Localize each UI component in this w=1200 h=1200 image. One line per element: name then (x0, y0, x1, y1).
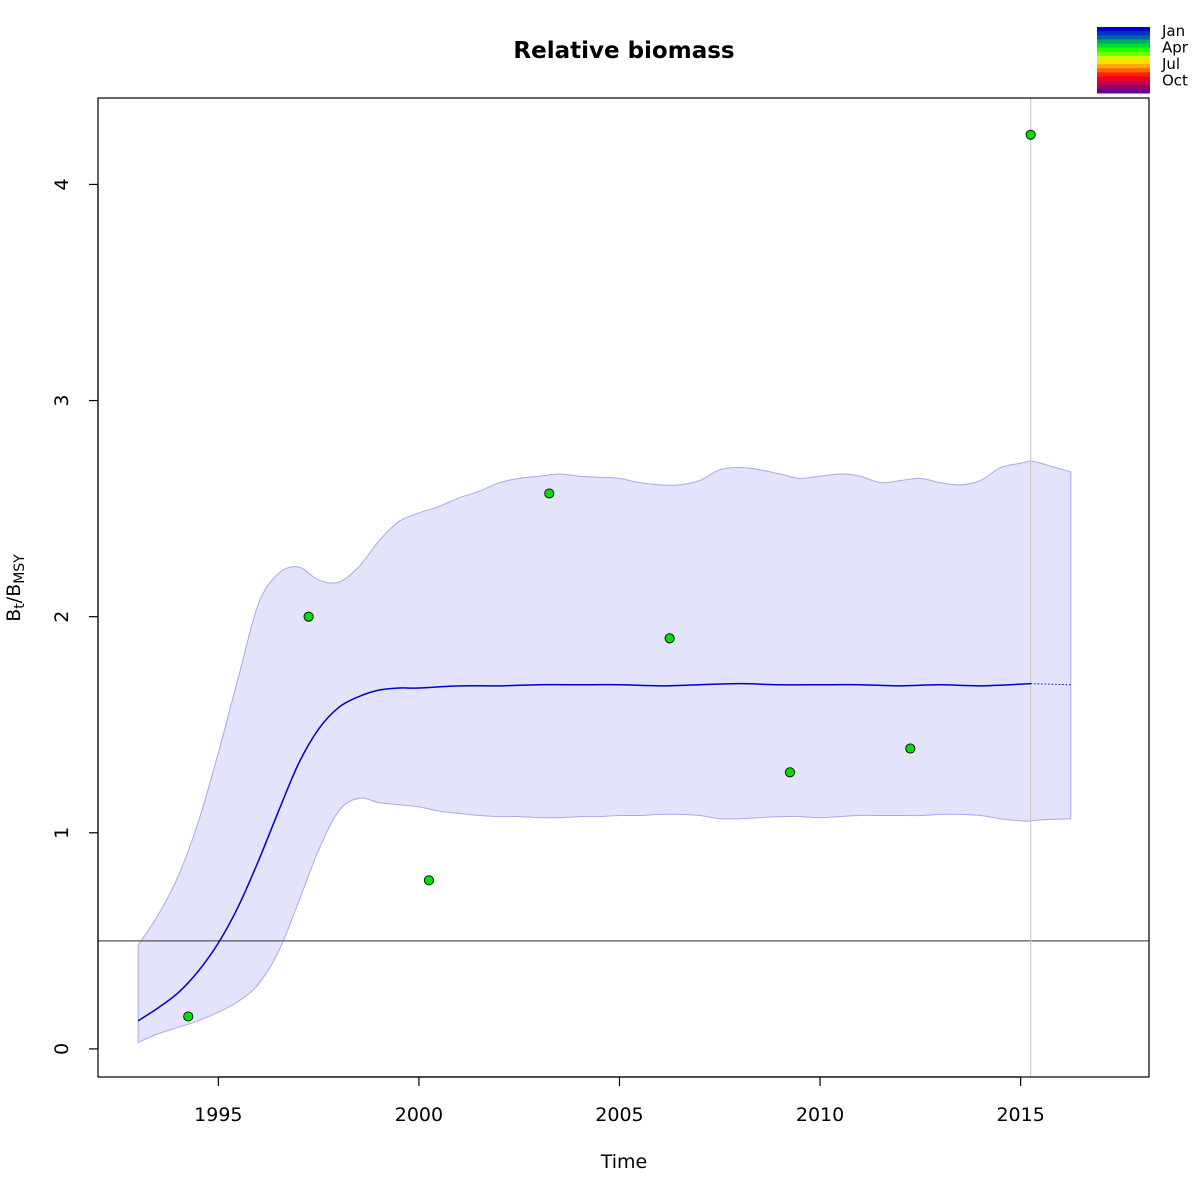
legend-swatch (1097, 47, 1150, 53)
plot-area (98, 98, 1149, 1077)
y-tick-label: 2 (51, 611, 73, 623)
y-label-sub-t: t (12, 603, 28, 609)
legend-swatch (1097, 39, 1150, 44)
x-tick-label: 2000 (395, 1104, 443, 1126)
y-tick-label: 4 (51, 178, 73, 190)
y-tick-label: 1 (51, 827, 73, 839)
observation-points (183, 129, 1036, 1022)
legend-swatch (1097, 27, 1150, 32)
legend-swatch (1097, 72, 1150, 77)
legend-swatch (1097, 88, 1150, 94)
legend-swatch (1097, 35, 1150, 40)
legend-swatch (1097, 43, 1150, 49)
y-tick-label: 0 (51, 1043, 73, 1055)
legend-swatch (1097, 55, 1150, 61)
legend-swatch (1097, 51, 1150, 57)
x-axis: 1995 2000 2005 2010 2015 (194, 1076, 1045, 1126)
legend-label: Jan (1161, 22, 1185, 40)
chart-title: Relative biomass (513, 38, 734, 64)
legend-swatch (1097, 68, 1150, 73)
y-label-main: B (3, 609, 25, 622)
observation-point (423, 875, 434, 886)
legend-swatch (1097, 84, 1150, 90)
legend-label: Jul (1161, 55, 1180, 73)
confidence-band (137, 460, 1072, 1044)
legend-label: Oct (1162, 72, 1188, 90)
observation-point (664, 633, 675, 644)
x-tick-label: 2010 (796, 1104, 844, 1126)
legend-swatch (1097, 60, 1150, 65)
y-tick-label: 3 (51, 395, 73, 407)
estimate-line (137, 682, 1031, 1022)
legend-swatch (1097, 76, 1150, 82)
legend-swatch (1097, 64, 1150, 69)
y-axis-label: Bt/BMSY (3, 554, 28, 622)
y-label-sub-msy: MSY (12, 554, 28, 584)
observation-point (784, 767, 796, 778)
legend-label: Apr (1162, 39, 1189, 57)
y-axis: 0 1 2 3 4 (51, 178, 99, 1055)
legend-swatch (1097, 31, 1150, 36)
x-axis-label: Time (600, 1151, 648, 1173)
observation-point (544, 488, 555, 499)
x-tick-label: 2015 (996, 1104, 1044, 1126)
observation-point (183, 1011, 194, 1022)
x-tick-label: 2005 (595, 1104, 643, 1126)
legend-swatch (1097, 80, 1150, 86)
x-tick-label: 1995 (194, 1104, 242, 1126)
observation-point (303, 611, 314, 622)
observation-point (1025, 129, 1036, 140)
y-label-sep: /B (3, 584, 25, 603)
observation-point (905, 743, 916, 754)
